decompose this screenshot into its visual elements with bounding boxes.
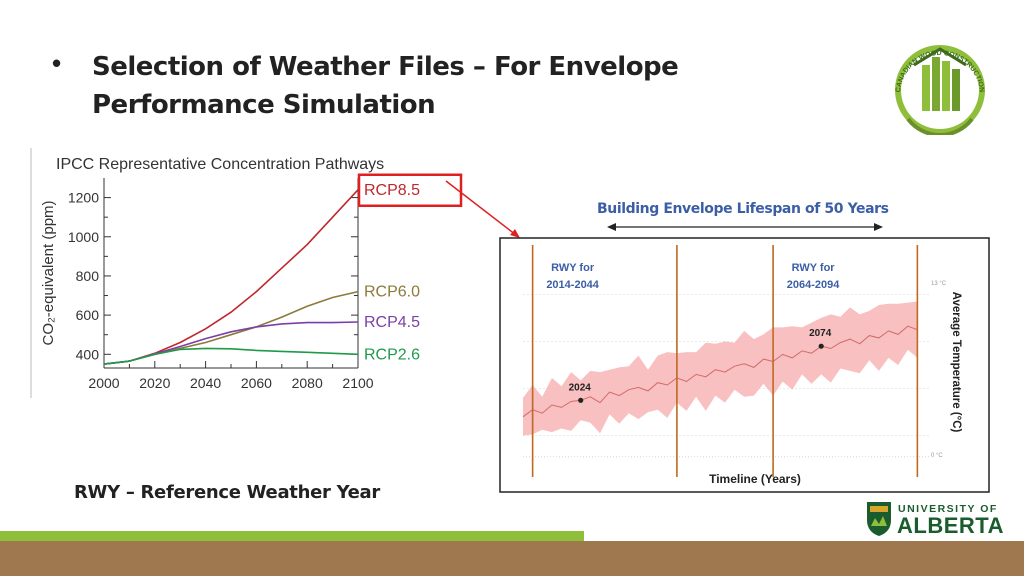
temperature-chart: RWY for 2014-2044 RWY for 2064-2094 2024 207… xyxy=(499,237,990,493)
cwc-logo: CANADIAN WOOD CONSTRUCTION RESEARCH NETW… xyxy=(884,35,985,135)
rcp-series xyxy=(103,189,359,365)
rwy-windows: RWY for 2014-2044 RWY for 2064-2094 xyxy=(531,245,919,477)
rcp-x-tick-label: 2100 xyxy=(342,375,373,391)
legend-rcp26: RCP2.6 xyxy=(364,346,420,363)
rcp-y-axis-label: CO₂-equivalent (ppm) xyxy=(40,200,57,345)
rcp-x-tick-label: 2080 xyxy=(292,375,323,391)
temp-axis-label-bottom: 0 °C xyxy=(931,453,943,459)
rcp-chart-title: IPCC Representative Concentration Pathwa… xyxy=(56,156,384,173)
temperature-range-band xyxy=(523,301,918,436)
lifespan-label: Building Envelope Lifespan of 50 Years xyxy=(597,201,889,217)
rcp-x-tick-label: 2000 xyxy=(88,375,119,391)
rcp-series-rcp26 xyxy=(103,347,359,365)
rwy-window-label-line1: RWY for xyxy=(551,262,595,274)
logo-bar-4 xyxy=(952,69,960,111)
rcp-y-tick-label: 1000 xyxy=(68,229,99,245)
rcp-x-tick-label: 2020 xyxy=(139,375,170,391)
ualberta-logo: UNIVERSITY OF ALBERTA xyxy=(867,502,1004,538)
rcp-chart: IPCC Representative Concentration Pathwa… xyxy=(30,148,463,398)
lifespan-double-arrow xyxy=(607,223,883,231)
ualberta-shield-mountains xyxy=(871,516,887,526)
pointer-arrow-head xyxy=(510,229,520,238)
temp-axis-label-top: 13 °C xyxy=(931,281,947,287)
lifespan-arrow-right xyxy=(874,223,883,231)
year-marker-label: 2024 xyxy=(569,382,592,393)
rwy-window-label-line2: 2014-2044 xyxy=(546,279,599,291)
footnote: RWY – Reference Weather Year xyxy=(74,482,380,503)
footer-green-strip xyxy=(0,531,584,541)
logo-ring-bottom xyxy=(906,117,974,135)
year-marker-dot xyxy=(818,343,824,349)
year-marker-dot xyxy=(578,397,584,403)
rcp-y-tick-label: 400 xyxy=(76,346,100,362)
logo-bar-3 xyxy=(942,61,950,111)
rcp-legend: RCP8.5 RCP6.0 RCP4.5 RCP2.6 xyxy=(364,182,420,364)
page-title: Selection of Weather Files – For Envelop… xyxy=(92,52,679,120)
ualberta-text-line2: ALBERTA xyxy=(897,513,1004,538)
lifespan-arrow-left xyxy=(607,223,616,231)
ualberta-shield-band xyxy=(870,506,888,512)
legend-rcp45: RCP4.5 xyxy=(364,314,420,331)
rcp-x-tick-label: 2060 xyxy=(241,375,272,391)
rcp-y-tick-label: 1200 xyxy=(68,190,99,206)
legend-rcp60: RCP6.0 xyxy=(364,284,420,301)
ualberta-text-line1: UNIVERSITY OF xyxy=(898,503,998,515)
temperature-x-axis-label: Timeline (Years) xyxy=(709,472,801,486)
rcp85-highlight-box xyxy=(357,173,463,208)
rcp-y-tick-label: 800 xyxy=(76,268,100,284)
year-markers: 2024 2074 xyxy=(569,328,832,403)
logo-roof xyxy=(913,47,967,67)
rwy-window-label-line2: 2064-2094 xyxy=(787,279,840,291)
rcp-series-rcp85 xyxy=(103,189,359,365)
rcp-x-tick-label: 2040 xyxy=(190,375,221,391)
rcp-y-tick-label: 600 xyxy=(76,307,100,323)
rwy-window-label-line1: RWY for xyxy=(792,262,836,274)
year-marker-label: 2074 xyxy=(809,328,832,339)
logo-bar-1 xyxy=(922,65,930,111)
temperature-mean-line xyxy=(522,325,918,418)
pointer-arrow xyxy=(445,180,520,238)
logo-bar-2 xyxy=(932,57,940,111)
pointer-arrow-line xyxy=(445,180,517,236)
rcp-axes: 400 600 800 1000 1200 2000 2020 2040 2060 2080 210… xyxy=(68,178,374,391)
legend-rcp85: RCP8.5 xyxy=(364,182,420,199)
footer-band xyxy=(0,541,1024,576)
bullet: • xyxy=(52,48,62,78)
temperature-y-axis-label: Average Temperature (°C) xyxy=(950,292,962,433)
